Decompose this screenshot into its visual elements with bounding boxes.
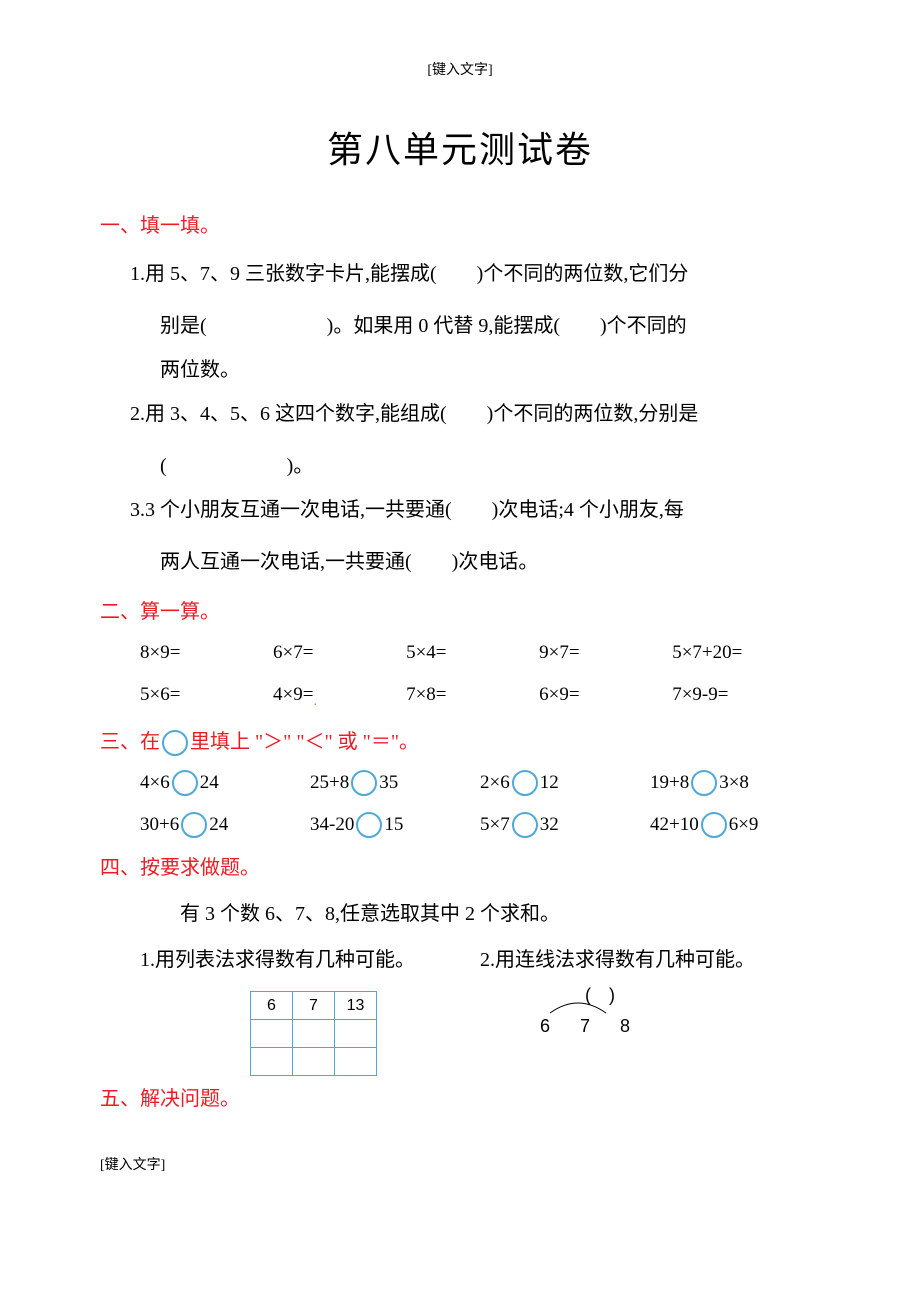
s4-subquestions: 1.用列表法求得数有几种可能。 2.用连线法求得数有几种可能。 xyxy=(140,944,820,976)
section-5-header: 五、解决问题。 xyxy=(100,1083,820,1115)
calc-item: 5×7+20= xyxy=(672,638,820,668)
s1-q1-line3: 两位数。 xyxy=(160,348,820,392)
compare-row-1: 4×624 25+835 2×612 19+83×8 xyxy=(140,768,820,798)
calc-row-2: 5×6= 4×9=. 7×8= 6×9= 7×9-9= xyxy=(140,680,820,713)
section-2-header: 二、算一算。 xyxy=(100,596,820,628)
compare-item: 25+835 xyxy=(310,768,480,798)
calc-item: 5×6= xyxy=(140,680,273,713)
table-cell: 7 xyxy=(293,992,335,1020)
calc-item: 4×9=. xyxy=(273,680,406,713)
circle-icon xyxy=(512,812,538,838)
calc-item: 7×8= xyxy=(406,680,539,713)
section-4-header: 四、按要求做题。 xyxy=(100,852,820,884)
circle-icon xyxy=(701,812,727,838)
calc-item: 9×7= xyxy=(539,638,672,668)
calc-item: 6×7= xyxy=(273,638,406,668)
s4-connect-container: ( ) 6 7 8 xyxy=(530,981,820,1041)
connect-num: 6 xyxy=(540,1012,550,1041)
s3-header-post: 里填上 "＞" "＜" 或 "＝"。 xyxy=(190,731,419,753)
section-3-header: 三、在 里填上 "＞" "＜" 或 "＝"。 xyxy=(100,726,820,758)
arc-icon xyxy=(548,997,608,1015)
circle-icon xyxy=(691,770,717,796)
table-cell: 13 xyxy=(335,992,377,1020)
circle-icon xyxy=(162,730,188,756)
calc-item: 7×9-9= xyxy=(672,680,820,713)
circle-icon xyxy=(356,812,382,838)
s4-sub1: 1.用列表法求得数有几种可能。 xyxy=(140,944,480,976)
page-footer: [键入文字] xyxy=(100,1155,820,1177)
page-header: [键入文字] xyxy=(100,60,820,82)
calc-item: 6×9= xyxy=(539,680,672,713)
s4-sub2: 2.用连线法求得数有几种可能。 xyxy=(480,944,820,976)
s1-q1-line1: 1.用 5、7、9 三张数字卡片,能摆成( )个不同的两位数,它们分 xyxy=(130,252,820,296)
compare-item: 42+106×9 xyxy=(650,810,820,840)
connect-num: 7 xyxy=(580,1012,590,1041)
circle-icon xyxy=(172,770,198,796)
calc-item: 8×9= xyxy=(140,638,273,668)
compare-item: 34-2015 xyxy=(310,810,480,840)
circle-icon xyxy=(512,770,538,796)
compare-item: 30+624 xyxy=(140,810,310,840)
compare-item: 5×732 xyxy=(480,810,650,840)
connect-nums: 6 7 8 xyxy=(540,1012,820,1041)
compare-item: 19+83×8 xyxy=(650,768,820,798)
s1-q3-line2: 两人互通一次电话,一共要通( )次电话。 xyxy=(160,540,820,584)
table-row: 6 7 13 xyxy=(251,992,377,1020)
s4-intro: 有 3 个数 6、7、8,任意选取其中 2 个求和。 xyxy=(180,894,820,934)
s1-q2-line2: ( )。 xyxy=(160,444,820,488)
section-1-header: 一、填一填。 xyxy=(100,210,820,242)
connect-num: 8 xyxy=(620,1012,630,1041)
page-container: [键入文字] 第八单元测试卷 一、填一填。 1.用 5、7、9 三张数字卡片,能… xyxy=(0,0,920,1217)
compare-row-2: 30+624 34-2015 5×732 42+106×9 xyxy=(140,810,820,840)
compare-item: 4×624 xyxy=(140,768,310,798)
s1-q1-line2: 别是( )。如果用 0 代替 9,能摆成( )个不同的 xyxy=(160,304,820,348)
calc-item: 5×4= xyxy=(406,638,539,668)
table-cell: 6 xyxy=(251,992,293,1020)
calc-row-1: 8×9= 6×7= 5×4= 9×7= 5×7+20= xyxy=(140,638,820,668)
s1-q2-line1: 2.用 3、4、5、6 这四个数字,能组成( )个不同的两位数,分别是 xyxy=(130,392,820,436)
circle-icon xyxy=(351,770,377,796)
document-title: 第八单元测试卷 xyxy=(100,122,820,180)
s3-header-pre: 三、在 xyxy=(100,731,160,753)
compare-item: 2×612 xyxy=(480,768,650,798)
s1-q3-line1: 3.3 个小朋友互通一次电话,一共要通( )次电话;4 个小朋友,每 xyxy=(130,488,820,532)
circle-icon xyxy=(181,812,207,838)
